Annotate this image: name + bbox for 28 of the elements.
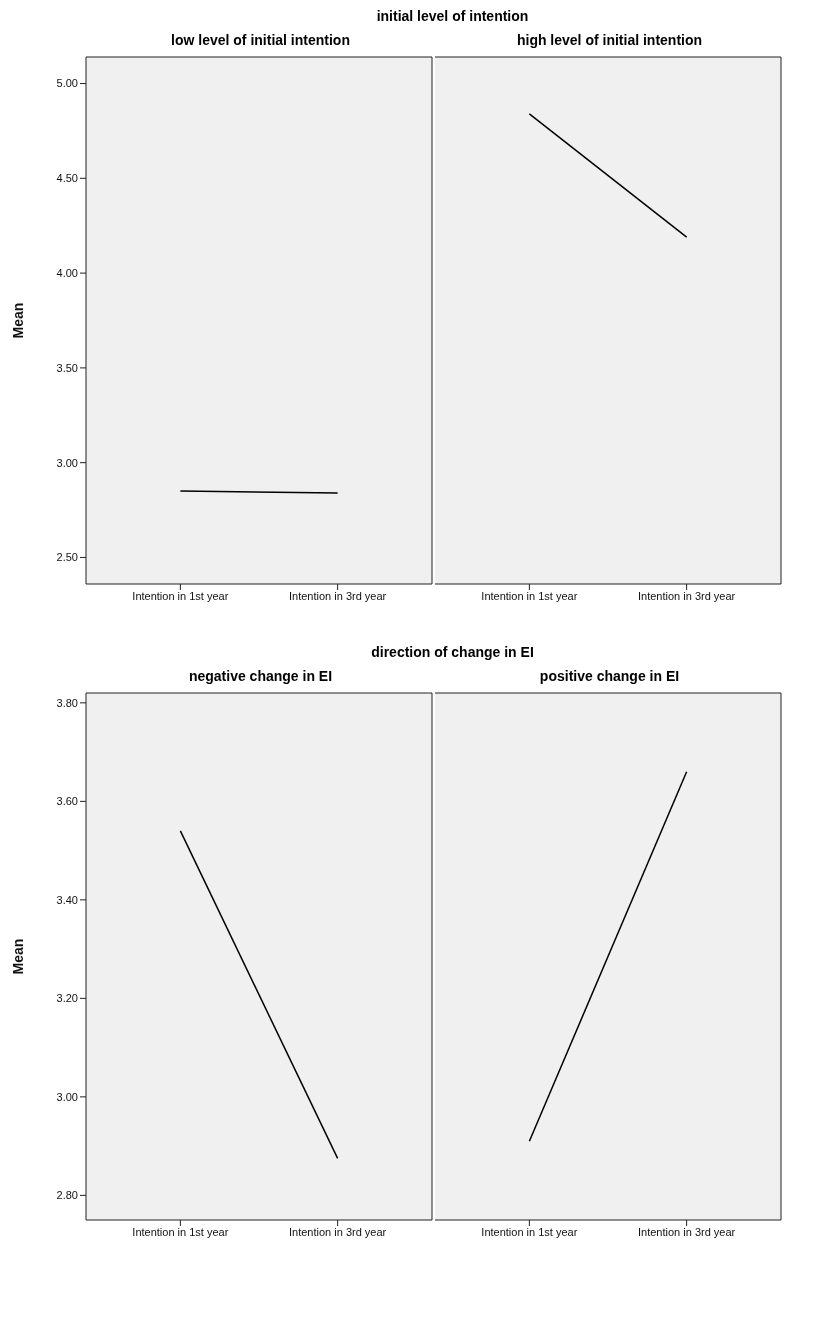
x-tick-label: Intention in 3rd year bbox=[289, 589, 387, 602]
y-tick-label: 3.60 bbox=[56, 795, 78, 808]
x-tick-label: Intention in 1st year bbox=[132, 589, 229, 602]
y-tick-label: 3.00 bbox=[56, 1090, 78, 1103]
y-tick-label: 4.00 bbox=[56, 267, 78, 280]
chart-subtitle: low level of initial intention bbox=[170, 32, 351, 50]
y-tick-label: 3.20 bbox=[56, 992, 78, 1005]
x-tick-label: Intention in 3rd year bbox=[638, 589, 736, 602]
chart-subtitle: negative change in EI bbox=[187, 668, 334, 686]
y-tick-label: 2.50 bbox=[56, 551, 78, 564]
y-tick-label: 5.00 bbox=[56, 77, 78, 90]
y-tick-label: 2.80 bbox=[56, 1189, 78, 1202]
x-tick-label: Intention in 1st year bbox=[132, 1225, 229, 1238]
y-tick-label: 3.00 bbox=[56, 456, 78, 469]
x-tick-label: Intention in 3rd year bbox=[638, 1225, 736, 1238]
x-tick-label: Intention in 1st year bbox=[481, 1225, 578, 1238]
y-axis-title: Mean bbox=[9, 938, 26, 975]
y-tick-label: 3.40 bbox=[56, 893, 78, 906]
x-tick-label: Intention in 1st year bbox=[481, 589, 578, 602]
y-axis-title: Mean bbox=[9, 302, 26, 339]
chart-title: initial level of intention bbox=[375, 8, 530, 26]
x-tick-label: Intention in 3rd year bbox=[289, 1225, 387, 1238]
chart-title: high level of initial intention bbox=[515, 32, 704, 50]
y-tick-label: 3.80 bbox=[56, 696, 78, 709]
chart-title: positive change in EI bbox=[538, 668, 681, 686]
y-tick-label: 3.50 bbox=[56, 361, 78, 374]
y-tick-label: 4.50 bbox=[56, 172, 78, 185]
chart-title: direction of change in EI bbox=[370, 644, 535, 662]
